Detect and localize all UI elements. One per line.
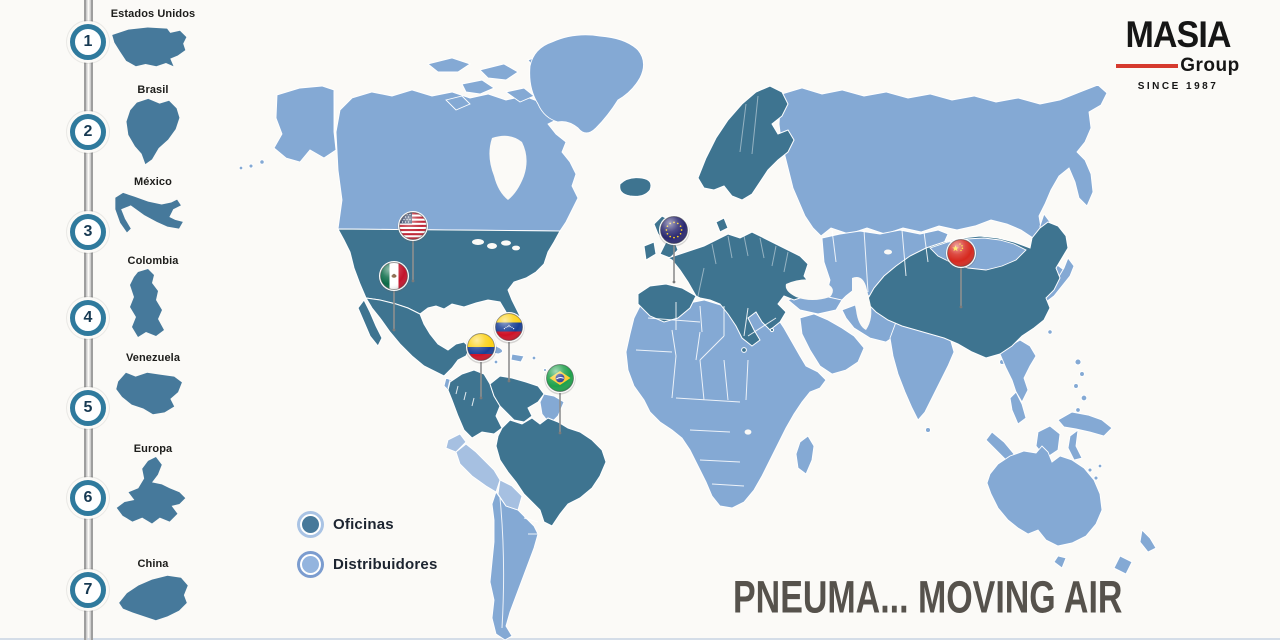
sidebar-step-number: 4: [70, 300, 106, 336]
logo-since-text: SINCE 1987: [1137, 81, 1219, 92]
sidebar-country-label: Europa: [133, 443, 173, 455]
distributor-dot-icon: [302, 555, 319, 573]
legend-label: Distribuidores: [333, 555, 438, 573]
europe-silhouette-icon: [108, 455, 196, 549]
lakes: [472, 135, 892, 435]
sidebar-country-label: México: [134, 176, 172, 188]
country-borders: [333, 91, 929, 629]
usa-region: [337, 228, 561, 325]
office-dot-icon: [302, 515, 319, 533]
europe-borders: [697, 95, 789, 297]
logo-group-text: Group: [1180, 55, 1240, 76]
sidebar-step-number: 5: [70, 390, 106, 426]
venezuela-flag-pin[interactable]: [493, 312, 524, 383]
sidebar-step-number: 3: [70, 214, 106, 250]
brazil-flag-pin[interactable]: [544, 363, 575, 435]
sidebar-step-number: 7: [70, 572, 106, 608]
mexico-silhouette-icon: [108, 190, 196, 244]
sidebar-country-label: Brasil: [137, 84, 169, 96]
usa-flag-pin[interactable]: [397, 211, 428, 283]
colombia-region: [447, 369, 503, 439]
brazil-region: [495, 417, 607, 527]
legend-label: Oficinas: [333, 515, 394, 533]
logo-name: MASIA: [1125, 14, 1231, 55]
sidebar-step-number: 2: [70, 114, 106, 150]
office-regions: [337, 85, 1069, 527]
sidebar-step-number: 1: [70, 24, 106, 60]
usa-silhouette-icon: [108, 22, 196, 76]
sidebar-country-label: Venezuela: [125, 352, 181, 364]
legend-item-oficinas: Oficinas: [294, 508, 437, 540]
brazil-silhouette-icon: [108, 97, 196, 167]
china-flag-pin[interactable]: [945, 238, 976, 309]
sidebar-step-number: 6: [70, 480, 106, 516]
sidebar-country-label: Estados Unidos: [110, 8, 196, 20]
legend-item-distribuidores: Distribuidores: [294, 548, 437, 580]
venezuela-silhouette-icon: [108, 366, 196, 422]
venezuela-region: [489, 375, 545, 423]
europe-region: [697, 85, 795, 201]
flag-pins-layer: [378, 211, 976, 435]
europe-flag-pin[interactable]: [658, 215, 689, 284]
map-legend: Oficinas Distribuidores: [294, 508, 437, 588]
colombia-silhouette-icon: [108, 267, 196, 345]
sidebar-country-label: Colombia: [127, 255, 179, 267]
china-silhouette-icon: [108, 570, 196, 628]
logo-red-bar: [1116, 64, 1179, 68]
tagline: PNEUMA... MOVING AIR: [733, 572, 1123, 623]
colombia-flag-pin[interactable]: [465, 332, 496, 400]
sidebar-country-label: China: [137, 558, 169, 570]
mexico-flag-pin[interactable]: [378, 261, 409, 332]
masia-group-logo: MASIA Group SINCE 1987: [1098, 16, 1258, 92]
